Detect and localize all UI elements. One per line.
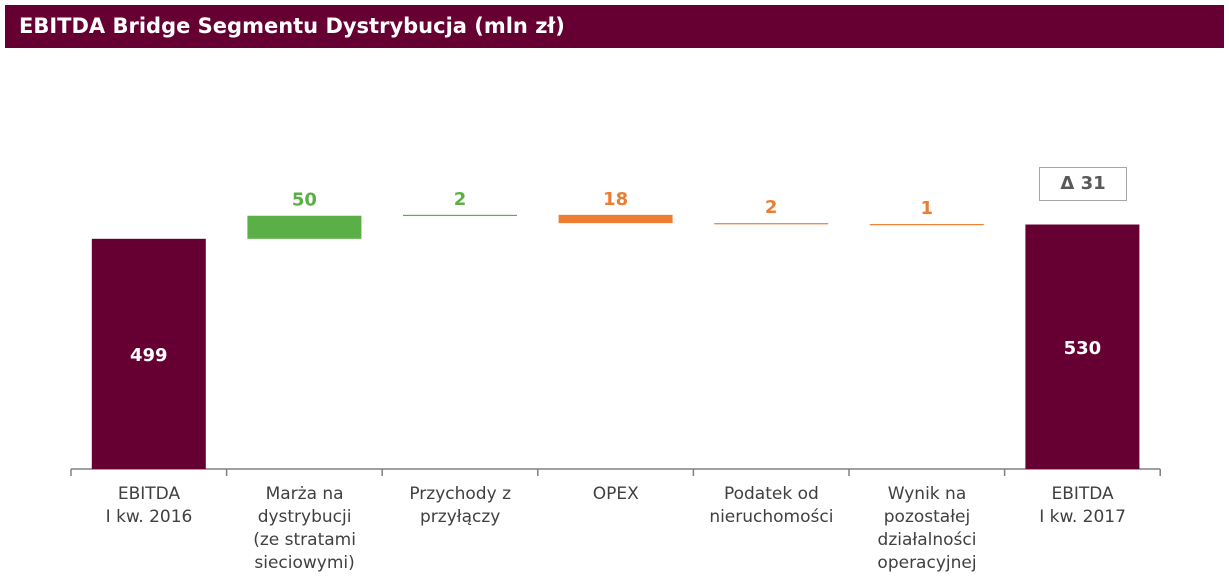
bar-increase: [403, 214, 517, 217]
bar-decrease: [558, 214, 673, 224]
category-label: EBITDA I kw. 2017: [1039, 484, 1126, 527]
bar-decrease: [714, 223, 829, 225]
data-label: 2: [454, 189, 467, 210]
bar-decrease: [869, 224, 984, 226]
data-label: 18: [603, 189, 628, 210]
category-label: Przychody z przyłączy: [409, 484, 511, 527]
title-bar: EBITDA Bridge Segmentu Dystrybucja (mln …: [5, 5, 1224, 48]
data-label: 1: [921, 198, 934, 219]
category-label: Marża na dystrybucji (ze stratami sieciowym…: [253, 484, 356, 573]
bar-total: [91, 238, 206, 469]
data-label: 50: [292, 190, 317, 211]
data-label: 530: [1064, 338, 1102, 359]
chart-title: EBITDA Bridge Segmentu Dystrybucja (mln …: [19, 14, 565, 38]
category-label: Podatek od nieruchomości: [709, 484, 834, 527]
category-label: EBITDA I kw. 2016: [105, 484, 193, 527]
data-label: 2: [765, 197, 778, 218]
category-label: Wynik na pozostałej działalności operacyjne…: [877, 484, 977, 573]
category-label: OPEX: [592, 484, 639, 504]
bar-total: [1025, 224, 1140, 469]
data-label: 499: [130, 345, 168, 366]
bar-increase: [247, 215, 362, 239]
delta-annotation: Δ 31: [1039, 167, 1127, 201]
